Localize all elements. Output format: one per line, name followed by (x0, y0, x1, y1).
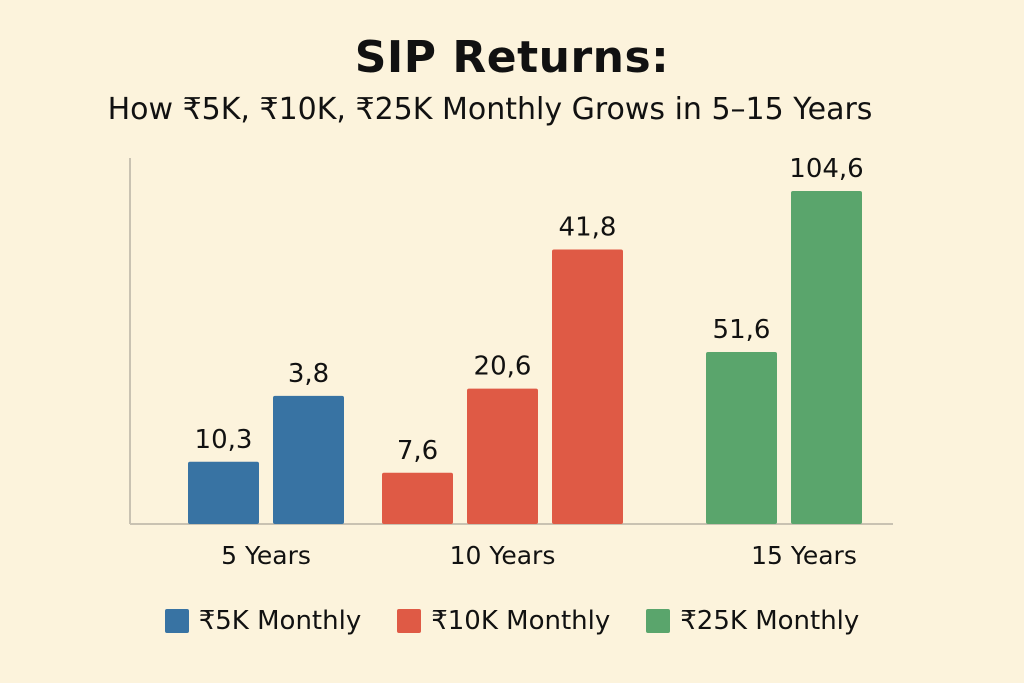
legend-label-10k: ₹10K Monthly (431, 606, 611, 636)
bar-value-label: 41,8 (559, 213, 617, 243)
bar-value-label: 51,6 (713, 315, 771, 345)
bar (467, 388, 538, 524)
bar (188, 461, 259, 524)
chart-subtitle: How ₹5K, ₹10K, ₹25K Monthly Grows in 5–1… (107, 92, 873, 127)
x-tick-label: 10 Years (450, 541, 556, 570)
legend-label-25k: ₹25K Monthly (680, 606, 860, 636)
legend-item-25k: ₹25K Monthly (646, 606, 859, 636)
bar (382, 472, 453, 524)
bar (552, 249, 623, 524)
legend-item-10k: ₹10K Monthly (397, 606, 610, 636)
legend: ₹5K Monthly ₹10K Monthly ₹25K Monthly (0, 601, 1024, 641)
chart-title: SIP Returns: (354, 32, 670, 83)
bar-value-label: 10,3 (195, 425, 253, 455)
legend-label-5k: ₹5K Monthly (198, 606, 362, 636)
bar-value-label: 3,8 (288, 359, 329, 389)
legend-swatch-10k (397, 609, 422, 633)
legend-item-5k: ₹5K Monthly (164, 606, 362, 636)
legend-swatch-5k (164, 609, 189, 633)
bar (706, 351, 777, 524)
x-tick-label: 15 Years (751, 541, 857, 570)
x-tick-label: 5 Years (221, 541, 311, 570)
bar (273, 395, 344, 524)
bar (791, 190, 862, 524)
bar-value-label: 7,6 (397, 436, 438, 466)
bar-value-label: 104,6 (789, 154, 863, 184)
legend-swatch-25k (646, 609, 671, 633)
bar-value-label: 20,6 (474, 352, 532, 382)
